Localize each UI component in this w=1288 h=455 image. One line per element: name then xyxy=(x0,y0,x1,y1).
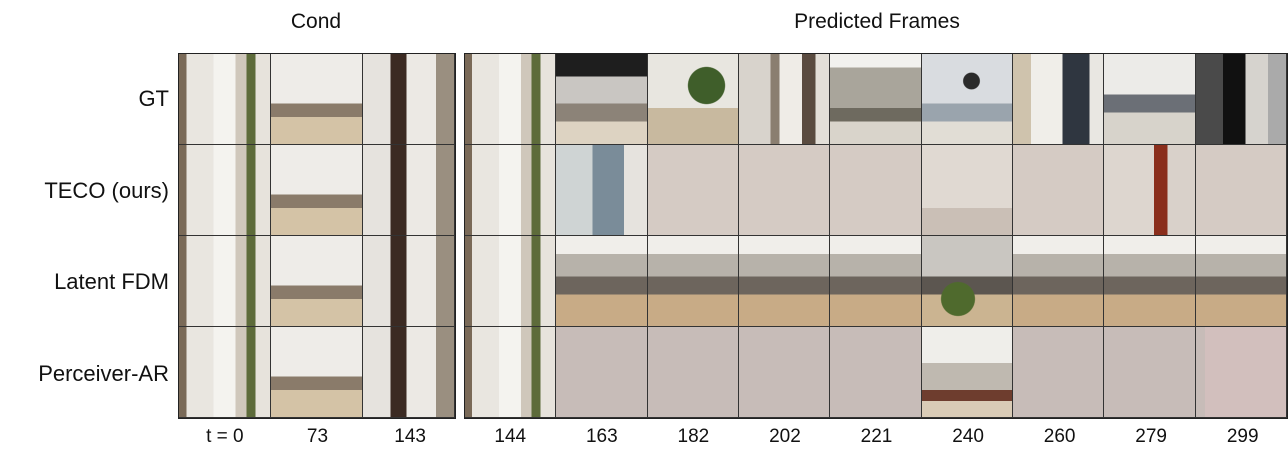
row-label-latent-fdm: Latent FDM xyxy=(54,269,169,294)
time-label-predicted: 144 xyxy=(494,426,527,447)
time-label-predicted: 221 xyxy=(860,426,893,447)
predicted-frame-r0-c8 xyxy=(1195,54,1287,145)
predicted-frame-r2-c8 xyxy=(1195,236,1287,327)
predicted-frame-r3-c4 xyxy=(830,327,922,418)
predicted-frame-r0-c1 xyxy=(556,54,648,145)
cond-frame-r1-c1 xyxy=(271,145,363,236)
predicted-frames-grid xyxy=(464,53,1288,419)
predicted-frame-r1-c7 xyxy=(1104,145,1196,236)
cond-frame-r3-c1 xyxy=(271,327,363,418)
time-label-predicted: 279 xyxy=(1135,426,1167,447)
predicted-frame-r0-c4 xyxy=(830,54,922,145)
predicted-frame-r1-c8 xyxy=(1195,145,1287,236)
predicted-frame-r2-c1 xyxy=(556,236,648,327)
time-label-predicted: 240 xyxy=(952,426,984,447)
cond-frame-r3-c2 xyxy=(363,327,455,418)
predicted-frame-r1-c4 xyxy=(830,145,922,236)
row-label-gt: GT xyxy=(138,86,169,111)
predicted-frames-header: Predicted Frames xyxy=(794,10,960,33)
predicted-frame-r3-c0 xyxy=(465,327,557,418)
predicted-frame-r3-c3 xyxy=(739,327,831,418)
predicted-frame-r1-c0 xyxy=(465,145,557,236)
predicted-frame-r2-c6 xyxy=(1013,236,1105,327)
cond-frame-r0-c1 xyxy=(271,54,363,145)
predicted-frame-r3-c6 xyxy=(1013,327,1105,418)
cond-frame-r0-c0 xyxy=(179,54,271,145)
predicted-frame-r1-c6 xyxy=(1013,145,1105,236)
predicted-frame-r1-c5 xyxy=(921,145,1013,236)
predicted-frame-r3-c2 xyxy=(647,327,739,418)
time-label-predicted: 260 xyxy=(1043,426,1076,447)
predicted-frame-r2-c3 xyxy=(739,236,831,327)
time-label-predicted: 182 xyxy=(677,426,710,447)
predicted-frame-r2-c7 xyxy=(1104,236,1196,327)
predicted-frame-r0-c3 xyxy=(739,54,831,145)
cond-frame-r3-c0 xyxy=(179,327,271,418)
cond-frame-r0-c2 xyxy=(363,54,455,145)
predicted-frame-r3-c5 xyxy=(921,327,1013,418)
predicted-frame-r0-c5 xyxy=(921,54,1013,145)
time-label-predicted: 163 xyxy=(585,426,618,447)
predicted-frame-r1-c1 xyxy=(556,145,648,236)
cond-frame-r2-c2 xyxy=(363,236,455,327)
cond-header: Cond xyxy=(290,10,342,33)
cond-frame-r2-c0 xyxy=(179,236,271,327)
predicted-frame-r3-c1 xyxy=(556,327,648,418)
time-label-predicted: 299 xyxy=(1226,426,1259,447)
predicted-frame-r1-c3 xyxy=(739,145,831,236)
predicted-frame-r0-c6 xyxy=(1013,54,1105,145)
cond-frame-r1-c0 xyxy=(179,145,271,236)
time-label-cond: 73 xyxy=(306,426,329,447)
predicted-frame-r2-c0 xyxy=(465,236,557,327)
predicted-frame-r1-c2 xyxy=(647,145,739,236)
row-label-perceiver-ar: Perceiver-AR xyxy=(38,360,169,386)
predicted-frame-r2-c5 xyxy=(921,236,1013,327)
predicted-frame-r3-c8 xyxy=(1195,327,1287,418)
time-label-predicted: 202 xyxy=(769,426,801,447)
predicted-frame-r3-c7 xyxy=(1104,327,1196,418)
predicted-frame-r0-c2 xyxy=(647,54,739,145)
cond-frames-grid xyxy=(178,53,456,419)
time-label-cond: t = 0 xyxy=(206,426,244,447)
row-label-teco: TECO (ours) xyxy=(44,177,169,203)
cond-frame-r2-c1 xyxy=(271,236,363,327)
predicted-frame-r0-c0 xyxy=(465,54,557,145)
predicted-frame-r0-c7 xyxy=(1104,54,1196,145)
predicted-frame-r2-c4 xyxy=(830,236,922,327)
predicted-frame-r2-c2 xyxy=(647,236,739,327)
cond-frame-r1-c2 xyxy=(363,145,455,236)
time-label-cond: 143 xyxy=(394,426,426,447)
